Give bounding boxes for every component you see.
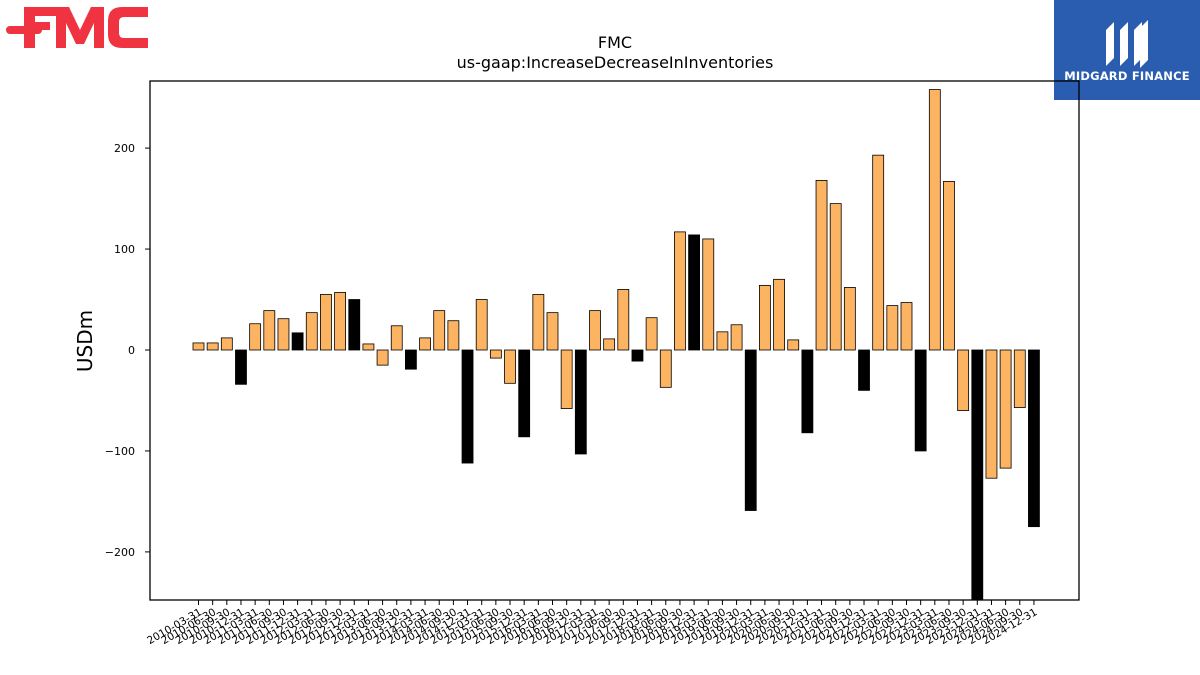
bar-2015-03-31 bbox=[475, 299, 488, 351]
bar-2016-09-30 bbox=[560, 349, 573, 409]
bar-2013-06-30 bbox=[376, 349, 389, 366]
bar-2024-12-31 bbox=[1028, 349, 1040, 528]
bar-2024-03-31 bbox=[985, 349, 998, 479]
bar-2011-12-31 bbox=[291, 332, 304, 351]
bar-2023-03-31 bbox=[928, 89, 941, 351]
bar-2014-03-31 bbox=[419, 337, 431, 351]
y-axis: −200 −100 0 100 200 bbox=[105, 142, 150, 559]
bar-2014-12-31 bbox=[461, 349, 474, 464]
y-tick-label: 200 bbox=[114, 142, 135, 155]
bar-2013-03-31 bbox=[362, 343, 375, 351]
bar-2013-12-31 bbox=[404, 349, 417, 370]
bar-2022-06-30 bbox=[886, 305, 899, 351]
bar-2024-06-30 bbox=[999, 349, 1012, 469]
bar-2010-06-30 bbox=[206, 342, 219, 351]
bar-2016-03-31 bbox=[532, 294, 545, 351]
bar-2021-12-31 bbox=[858, 349, 870, 391]
bar-2022-09-30 bbox=[900, 302, 913, 351]
bar-2012-06-30 bbox=[320, 294, 332, 351]
bar-2019-09-30 bbox=[730, 324, 743, 351]
bar-2021-03-31 bbox=[815, 179, 828, 351]
bar-2020-03-31 bbox=[759, 284, 771, 351]
chart-title: FMC bbox=[598, 33, 632, 52]
y-tick-label: −200 bbox=[105, 546, 135, 559]
bar-2010-09-30 bbox=[220, 337, 233, 351]
chart-subtitle: us-gaap:IncreaseDecreaseInInventories bbox=[457, 53, 774, 72]
bar-2017-12-31 bbox=[631, 349, 644, 362]
bar-2023-06-30 bbox=[943, 181, 955, 351]
fmc-logo bbox=[4, 4, 152, 52]
bar-2023-09-30 bbox=[957, 349, 970, 411]
bar-2015-06-30 bbox=[489, 349, 502, 359]
bar-2015-09-30 bbox=[504, 349, 516, 384]
bar-2010-12-31 bbox=[235, 349, 247, 385]
y-tick-label: −100 bbox=[105, 445, 135, 458]
bar-2017-09-30 bbox=[617, 289, 630, 351]
y-tick-label: 100 bbox=[114, 243, 135, 256]
bar-2011-09-30 bbox=[277, 318, 290, 351]
bar-2016-06-30 bbox=[546, 312, 559, 351]
bar-2010-03-31 bbox=[192, 342, 205, 351]
bar-2012-03-31 bbox=[305, 312, 318, 351]
bar-2020-12-31 bbox=[801, 349, 814, 434]
bar-2020-06-30 bbox=[773, 278, 785, 351]
bars-group bbox=[192, 89, 1040, 601]
bar-2021-09-30 bbox=[843, 287, 856, 351]
bar-2018-03-31 bbox=[645, 317, 658, 351]
bar-2011-06-30 bbox=[263, 310, 276, 351]
bar-2024-09-30 bbox=[1013, 349, 1026, 408]
bar-2018-12-31 bbox=[688, 234, 700, 351]
bar-2020-09-30 bbox=[787, 339, 800, 351]
bar-2021-06-30 bbox=[829, 203, 842, 351]
bar-2023-12-31 bbox=[971, 349, 984, 601]
bar-2015-12-31 bbox=[518, 349, 531, 438]
y-axis-label: USDm bbox=[73, 310, 97, 372]
bar-2014-09-30 bbox=[447, 320, 460, 351]
plot-frame bbox=[149, 80, 1080, 601]
fmc-logo-mark bbox=[6, 7, 148, 48]
bar-2018-06-30 bbox=[659, 349, 672, 388]
midgard-finance-name: MIDGARD FINANCE bbox=[1064, 69, 1190, 83]
bar-2017-06-30 bbox=[603, 338, 616, 351]
bar-2012-09-30 bbox=[334, 292, 347, 351]
bar-2011-03-31 bbox=[249, 323, 262, 351]
bar-2018-09-30 bbox=[674, 231, 686, 351]
bar-2017-03-31 bbox=[589, 310, 601, 351]
bar-2013-09-30 bbox=[390, 325, 403, 351]
bar-2016-12-31 bbox=[574, 349, 587, 455]
midgard-finance-logo: MIDGARD FINANCE bbox=[1054, 0, 1200, 100]
y-tick-label: 0 bbox=[128, 344, 135, 357]
midgard-logo-mark bbox=[1106, 20, 1148, 68]
bar-2019-06-30 bbox=[716, 331, 729, 351]
bar-2022-12-31 bbox=[914, 349, 927, 452]
bar-2022-03-31 bbox=[872, 154, 885, 351]
x-axis: 2010-03-312010-06-302010-09-302010-12-31… bbox=[145, 600, 1039, 647]
bar-2019-12-31 bbox=[744, 349, 757, 511]
bar-2019-03-31 bbox=[702, 238, 715, 351]
bar-2012-12-31 bbox=[348, 299, 361, 351]
bar-2014-06-30 bbox=[433, 310, 446, 351]
